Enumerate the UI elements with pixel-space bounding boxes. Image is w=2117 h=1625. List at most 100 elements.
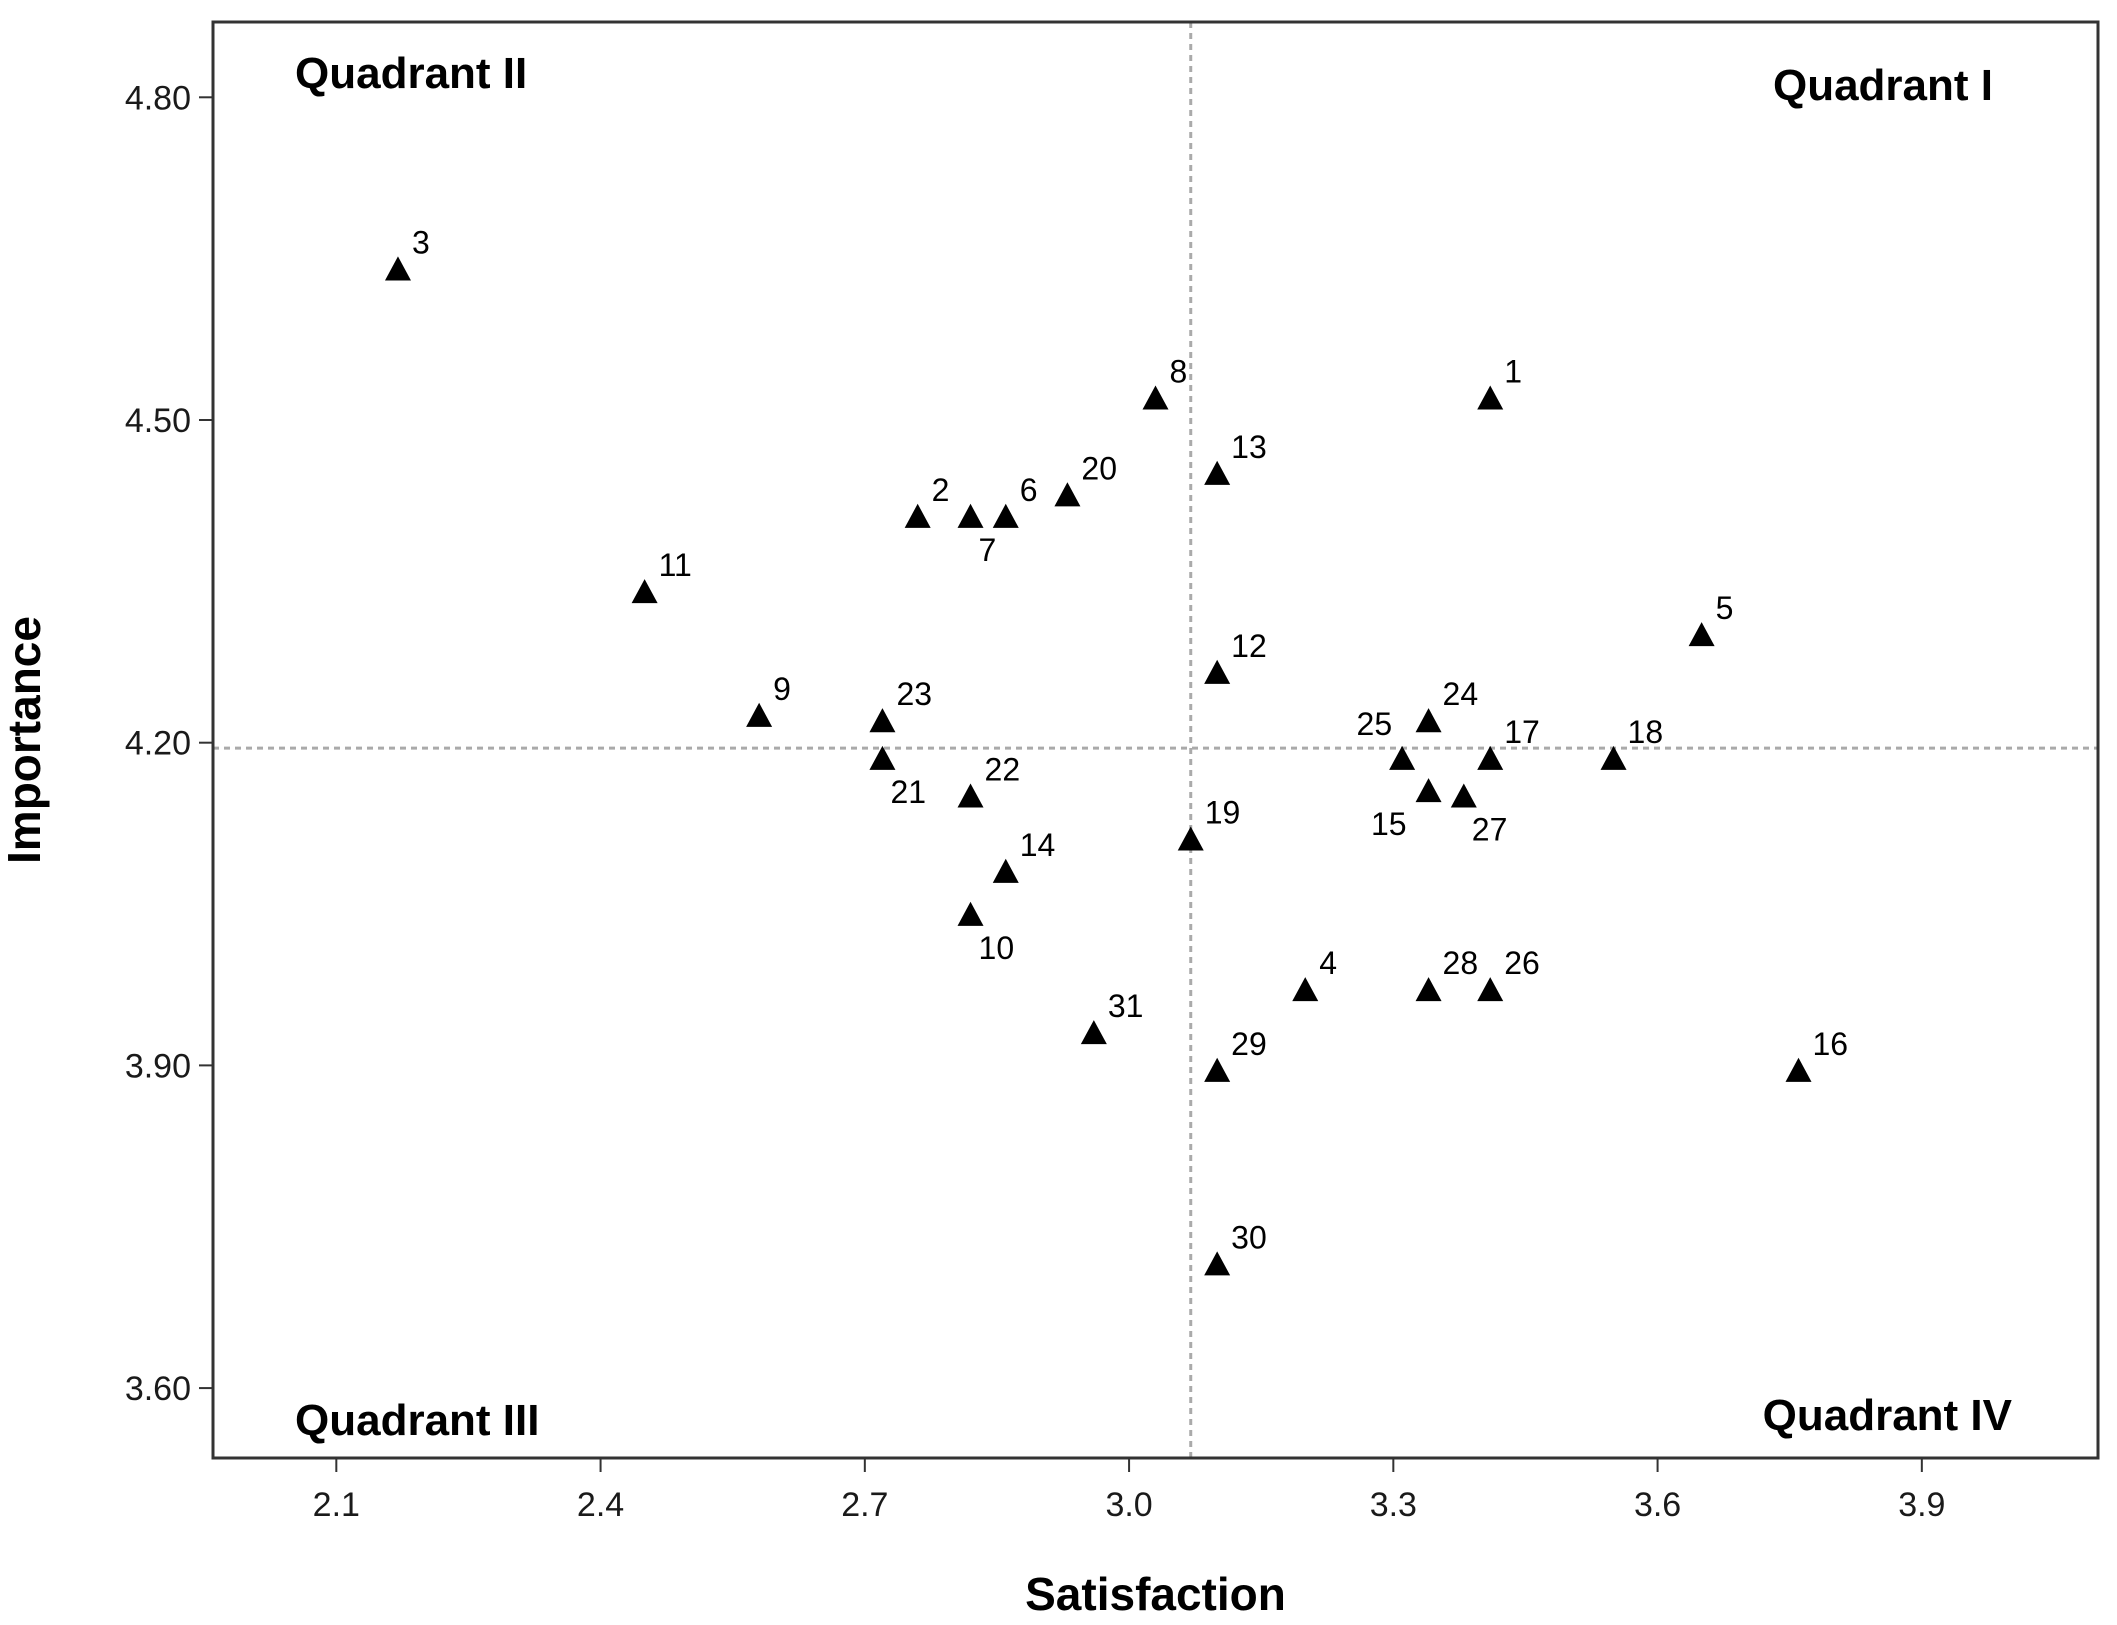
point-label: 22 [985,751,1021,787]
triangle-marker [869,745,896,770]
y-tick-label: 4.80 [125,79,191,117]
triangle-marker [746,702,773,727]
triangle-marker [957,783,984,808]
triangle-marker [1477,385,1504,410]
point-label: 6 [1020,472,1038,508]
data-point-28: 28 [1415,945,1479,1002]
data-point-23: 23 [869,676,932,733]
data-point-2: 2 [904,472,950,528]
triangle-marker [1204,460,1231,485]
data-point-5: 5 [1688,590,1734,647]
triangle-marker [1142,385,1169,410]
data-point-22: 22 [957,751,1021,808]
triangle-marker [1785,1057,1812,1082]
data-point-7: 7 [957,503,997,568]
data-point-4: 4 [1292,945,1337,1002]
point-label: 29 [1231,1026,1267,1062]
triangle-marker [1477,977,1504,1002]
triangle-marker [1415,778,1442,803]
y-tick-label: 3.90 [125,1047,191,1085]
point-label: 18 [1628,714,1664,750]
triangle-marker [1080,1020,1107,1045]
data-point-3: 3 [384,224,430,281]
x-tick-label: 3.3 [1370,1486,1417,1524]
point-label: 27 [1472,811,1508,847]
point-label: 4 [1319,945,1337,981]
data-point-31: 31 [1080,988,1144,1045]
plot-area [211,20,2100,1460]
point-label: 13 [1231,429,1267,465]
triangle-marker [1204,1057,1231,1082]
data-point-16: 16 [1785,1026,1848,1082]
data-point-8: 8 [1142,353,1188,410]
data-point-21: 21 [869,745,926,810]
point-label: 3 [412,224,430,260]
point-label: 26 [1504,945,1540,981]
data-point-26: 26 [1477,945,1540,1002]
point-label: 15 [1371,806,1407,842]
quadrant-ii-label: Quadrant II [295,49,527,98]
data-point-27: 27 [1450,783,1508,847]
y-tick-label: 3.60 [125,1370,191,1408]
point-label: 24 [1443,676,1479,712]
x-tick-label: 2.4 [577,1486,624,1524]
quadrant-iii-label: Quadrant III [295,1396,539,1445]
triangle-marker [1600,745,1627,770]
triangle-marker [1415,708,1442,733]
data-point-11: 11 [631,547,692,604]
point-label: 31 [1108,988,1144,1024]
point-label: 9 [773,671,791,707]
point-label: 30 [1231,1219,1267,1255]
triangle-marker [1054,482,1081,507]
data-point-15: 15 [1371,778,1442,842]
point-label: 8 [1170,353,1188,389]
data-point-12: 12 [1204,628,1267,684]
point-label: 17 [1504,714,1540,750]
quadrant-iv-label: Quadrant IV [1763,1391,2013,1440]
triangle-marker [957,901,984,926]
point-label: 7 [979,532,997,568]
triangle-marker [1415,977,1442,1002]
data-point-20: 20 [1054,450,1117,507]
data-point-17: 17 [1477,714,1540,770]
point-label: 20 [1081,450,1117,486]
quadrant-i-label: Quadrant I [1773,61,1993,110]
y-tick-label: 4.50 [125,402,191,440]
data-point-24: 24 [1415,676,1479,733]
triangle-marker [992,858,1019,883]
y-tick-label: 4.20 [125,725,191,763]
data-point-29: 29 [1204,1026,1267,1082]
triangle-marker [1688,622,1715,647]
point-label: 11 [659,547,692,583]
x-tick-label: 3.9 [1898,1486,1945,1524]
triangle-marker [384,256,411,281]
point-label: 5 [1716,590,1734,626]
x-axis-title: Satisfaction [1025,1568,1286,1620]
data-point-6: 6 [992,472,1038,528]
point-label: 21 [890,774,926,810]
triangle-marker [1389,745,1416,770]
x-tick-label: 2.1 [313,1486,360,1524]
triangle-marker [1177,826,1204,851]
data-point-9: 9 [746,671,791,727]
data-point-13: 13 [1204,429,1267,485]
triangle-marker [1204,1251,1231,1276]
point-label: 25 [1357,706,1393,742]
data-point-30: 30 [1204,1219,1267,1276]
point-label: 23 [896,676,932,712]
triangle-marker [992,503,1019,528]
data-point-25: 25 [1357,706,1416,770]
data-point-18: 18 [1600,714,1664,770]
x-tick-label: 3.6 [1634,1486,1681,1524]
point-label: 10 [979,930,1015,966]
point-label: 28 [1443,945,1479,981]
point-label: 14 [1020,827,1056,863]
triangle-marker [869,708,896,733]
point-label: 12 [1231,628,1267,664]
point-label: 2 [932,472,950,508]
data-point-10: 10 [957,901,1015,966]
triangle-marker [631,579,658,604]
data-point-1: 1 [1477,353,1522,410]
